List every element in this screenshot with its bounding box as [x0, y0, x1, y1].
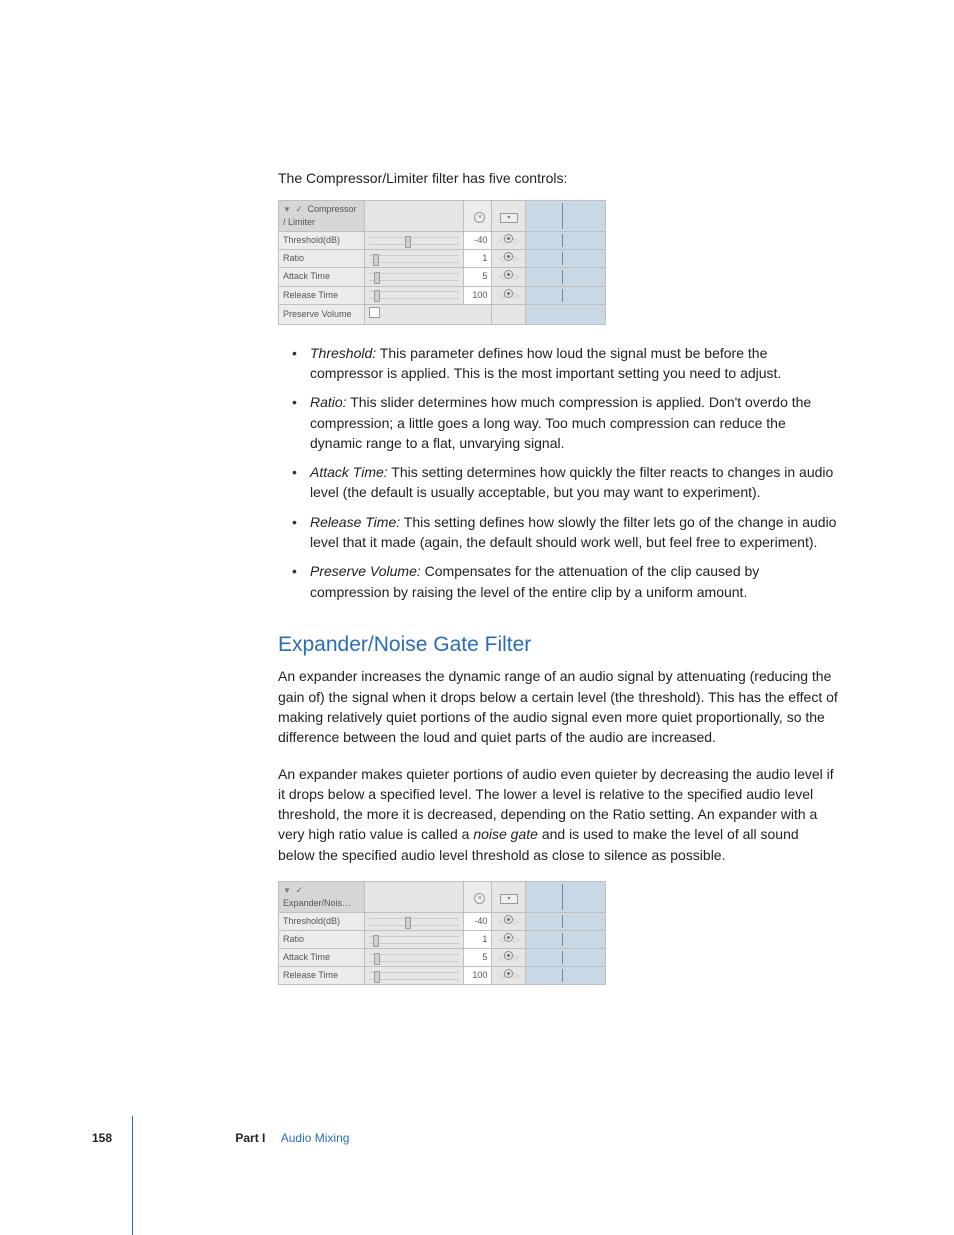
ratio-value[interactable]: 1	[464, 931, 492, 949]
list-item: Ratio: This slider determines how much c…	[278, 392, 838, 453]
chapter-label: Audio Mixing	[281, 1131, 350, 1145]
release-slider[interactable]	[364, 967, 463, 985]
body-text: An expander increases the dynamic range …	[278, 666, 838, 747]
intro-text: The Compressor/Limiter filter has five c…	[278, 168, 838, 188]
keyframe-control[interactable]: ◁▷	[492, 268, 526, 286]
table-row: Threshold(dB) -40 ◁▷	[279, 913, 606, 931]
compressor-panel: ▼ ✓ Compressor / Limiter × ▾ Threshold(d…	[278, 200, 606, 324]
table-row: Release Time 100 ◁▷	[279, 286, 606, 304]
attack-value[interactable]: 5	[464, 949, 492, 967]
margin-rule	[132, 1116, 133, 1235]
release-value[interactable]: 100	[464, 967, 492, 985]
enable-check-icon[interactable]: ✓	[295, 204, 303, 214]
panel2-title[interactable]: ▼ ✓ Expander/Nois…	[279, 882, 365, 913]
table-row: Release Time 100 ◁▷	[279, 967, 606, 985]
list-item: Threshold: This parameter defines how lo…	[278, 343, 838, 384]
keyframe-control[interactable]: ◁▷	[492, 250, 526, 268]
page-footer: 158 Part I Audio Mixing	[92, 1130, 349, 1147]
reset-icon[interactable]: ×	[474, 893, 485, 904]
preserve-volume-checkbox[interactable]	[369, 307, 380, 318]
keyframe-control[interactable]: ◁▷	[492, 949, 526, 967]
table-row: Attack Time 5 ◁▷	[279, 949, 606, 967]
threshold-slider[interactable]	[364, 232, 464, 250]
parameter-list: Threshold: This parameter defines how lo…	[278, 343, 838, 602]
attack-slider[interactable]	[364, 949, 463, 967]
keyframe-control[interactable]: ◁▷	[492, 232, 526, 250]
ratio-value[interactable]: 1	[464, 250, 492, 268]
release-slider[interactable]	[364, 286, 464, 304]
keyframe-control[interactable]: ◁▷	[492, 967, 526, 985]
table-row: Threshold(dB) -40 ◁▷	[279, 232, 606, 250]
keyframe-control[interactable]: ◁▷	[492, 913, 526, 931]
expander-panel: ▼ ✓ Expander/Nois… × ▾ Threshold(dB) -40…	[278, 881, 606, 985]
preset-select[interactable]: ▾	[500, 894, 518, 904]
attack-value[interactable]: 5	[464, 268, 492, 286]
ratio-slider[interactable]	[364, 931, 463, 949]
threshold-slider[interactable]	[364, 913, 463, 931]
table-row: Ratio 1 ◁▷	[279, 250, 606, 268]
table-row: Preserve Volume	[279, 304, 606, 324]
release-value[interactable]: 100	[464, 286, 492, 304]
table-row: Attack Time 5 ◁▷	[279, 268, 606, 286]
reset-icon[interactable]: ×	[474, 212, 485, 223]
disclosure-icon[interactable]: ▼	[283, 886, 291, 895]
preset-select[interactable]: ▾	[500, 213, 518, 223]
list-item: Attack Time: This setting determines how…	[278, 462, 838, 503]
keyframe-control[interactable]: ◁▷	[492, 286, 526, 304]
list-item: Preserve Volume: Compensates for the att…	[278, 561, 838, 602]
table-row: Ratio 1 ◁▷	[279, 931, 606, 949]
panel1-title[interactable]: ▼ ✓ Compressor / Limiter	[279, 201, 365, 232]
body-text: An expander makes quieter portions of au…	[278, 764, 838, 865]
part-label: Part I	[235, 1131, 265, 1145]
keyframe-control[interactable]: ◁▷	[492, 931, 526, 949]
section-heading: Expander/Noise Gate Filter	[278, 630, 838, 660]
attack-slider[interactable]	[364, 268, 464, 286]
list-item: Release Time: This setting defines how s…	[278, 512, 838, 553]
enable-check-icon[interactable]: ✓	[295, 885, 303, 895]
threshold-value[interactable]: -40	[464, 913, 492, 931]
disclosure-icon[interactable]: ▼	[283, 205, 291, 214]
ratio-slider[interactable]	[364, 250, 464, 268]
page-number: 158	[92, 1131, 112, 1145]
threshold-value[interactable]: -40	[464, 232, 492, 250]
